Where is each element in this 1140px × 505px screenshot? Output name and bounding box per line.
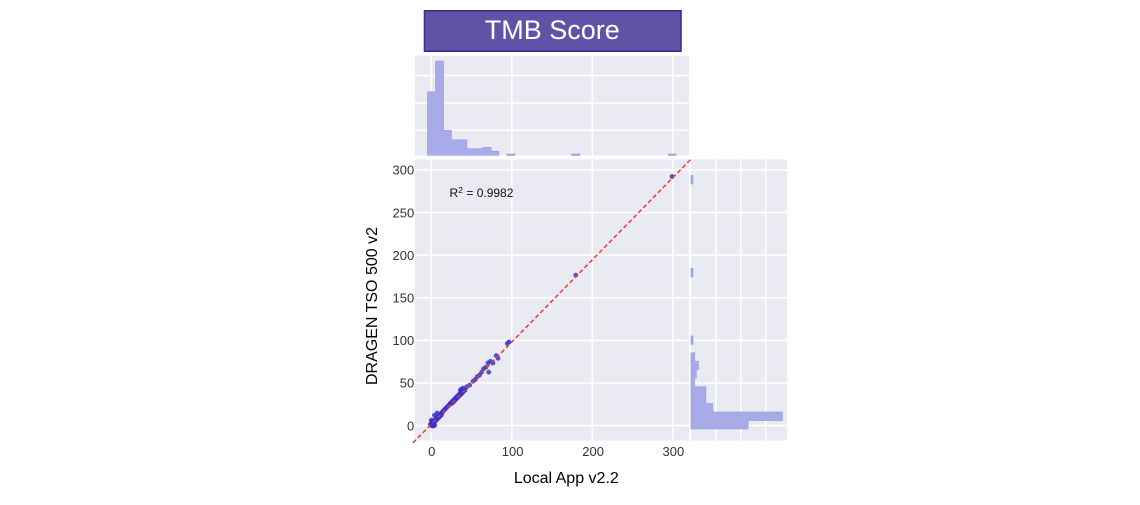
svg-text:50: 50 [400, 376, 414, 391]
svg-text:100: 100 [392, 333, 414, 348]
svg-text:0: 0 [407, 418, 414, 433]
svg-text:200: 200 [582, 444, 604, 459]
svg-text:300: 300 [392, 163, 414, 178]
svg-text:DRAGEN TSO 500 v2: DRAGEN TSO 500 v2 [364, 227, 381, 385]
svg-text:R2 = 0.9982: R2 = 0.9982 [450, 185, 514, 200]
svg-text:250: 250 [392, 205, 414, 220]
svg-text:100: 100 [502, 444, 524, 459]
svg-text:TMB Score: TMB Score [485, 15, 620, 45]
svg-text:0: 0 [428, 444, 435, 459]
svg-text:Local App v2.2: Local App v2.2 [514, 470, 619, 487]
svg-text:200: 200 [392, 248, 414, 263]
svg-text:150: 150 [392, 291, 414, 306]
svg-text:300: 300 [663, 444, 685, 459]
